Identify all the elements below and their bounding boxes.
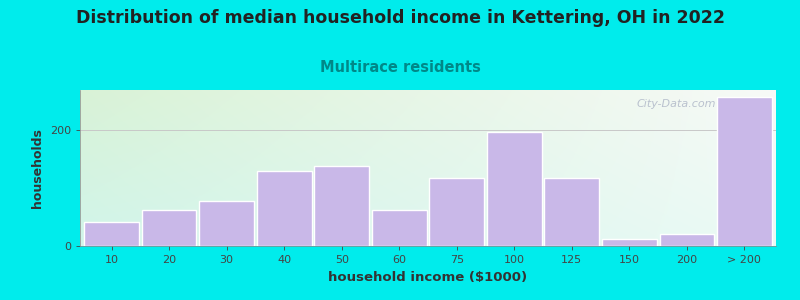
Bar [372, 210, 426, 246]
Text: Multirace residents: Multirace residents [319, 60, 481, 75]
Y-axis label: households: households [31, 128, 44, 208]
Bar [487, 132, 542, 246]
Bar [84, 222, 139, 246]
Bar [142, 210, 197, 246]
Bar [430, 178, 484, 246]
Bar [314, 166, 369, 246]
Bar [257, 171, 311, 246]
Bar [545, 178, 599, 246]
X-axis label: household income ($1000): household income ($1000) [329, 271, 527, 284]
Text: City-Data.com: City-Data.com [637, 99, 716, 110]
Text: Distribution of median household income in Kettering, OH in 2022: Distribution of median household income … [75, 9, 725, 27]
Bar [199, 201, 254, 246]
Bar [717, 97, 772, 246]
Bar [659, 234, 714, 246]
Bar [602, 239, 657, 246]
